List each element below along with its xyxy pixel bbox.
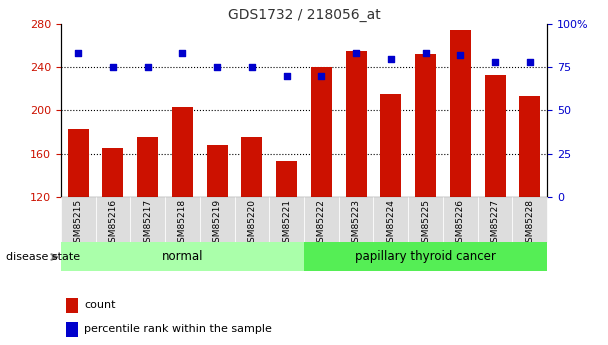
Bar [519, 96, 541, 197]
Text: GSM85216: GSM85216 [108, 199, 117, 248]
Bar [241, 137, 262, 197]
Bar [61, 197, 95, 241]
Text: GSM85223: GSM85223 [351, 199, 361, 248]
Text: GSM85222: GSM85222 [317, 199, 326, 248]
Text: count: count [84, 300, 116, 310]
Text: GSM85219: GSM85219 [213, 199, 222, 248]
Point [455, 52, 465, 58]
Point [282, 73, 291, 79]
Point [317, 73, 326, 79]
Bar [485, 75, 505, 197]
Text: GSM85220: GSM85220 [247, 199, 257, 248]
Bar [200, 197, 235, 241]
Title: GDS1732 / 218056_at: GDS1732 / 218056_at [227, 8, 381, 22]
Text: disease state: disease state [6, 252, 80, 262]
Bar [381, 94, 401, 197]
Point [108, 65, 118, 70]
Point [247, 65, 257, 70]
Bar [450, 30, 471, 197]
Point [525, 59, 534, 65]
Bar [66, 298, 78, 313]
Text: GSM85224: GSM85224 [386, 199, 395, 248]
Bar [207, 145, 227, 197]
Text: papillary thyroid cancer: papillary thyroid cancer [355, 250, 496, 263]
Point [74, 51, 83, 56]
Bar [373, 197, 408, 241]
Point [212, 65, 222, 70]
Bar [137, 137, 158, 197]
Bar [339, 197, 373, 241]
Bar [95, 197, 130, 241]
Bar [304, 197, 339, 241]
Text: GSM85221: GSM85221 [282, 199, 291, 248]
Bar [66, 322, 78, 337]
Bar [61, 241, 304, 271]
Bar [443, 197, 478, 241]
Point [386, 56, 396, 61]
Bar [415, 55, 436, 197]
Point [490, 59, 500, 65]
Point [351, 51, 361, 56]
Text: GSM85217: GSM85217 [143, 199, 152, 248]
Bar [513, 197, 547, 241]
Bar [311, 67, 332, 197]
Bar [235, 197, 269, 241]
Bar [172, 107, 193, 197]
Point [421, 51, 430, 56]
Text: GSM85228: GSM85228 [525, 199, 534, 248]
Text: GSM85225: GSM85225 [421, 199, 430, 248]
Point [143, 65, 153, 70]
Bar [276, 161, 297, 197]
Bar [103, 148, 123, 197]
Bar [165, 197, 200, 241]
Text: percentile rank within the sample: percentile rank within the sample [84, 325, 272, 334]
Bar [269, 197, 304, 241]
Text: GSM85218: GSM85218 [178, 199, 187, 248]
Bar [67, 129, 89, 197]
Text: normal: normal [162, 250, 203, 263]
Bar [408, 197, 443, 241]
Bar [478, 197, 513, 241]
Bar [130, 197, 165, 241]
Point [178, 51, 187, 56]
Text: GSM85227: GSM85227 [491, 199, 500, 248]
Text: GSM85215: GSM85215 [74, 199, 83, 248]
Bar [346, 51, 367, 197]
Text: GSM85226: GSM85226 [456, 199, 465, 248]
Bar [304, 241, 547, 271]
